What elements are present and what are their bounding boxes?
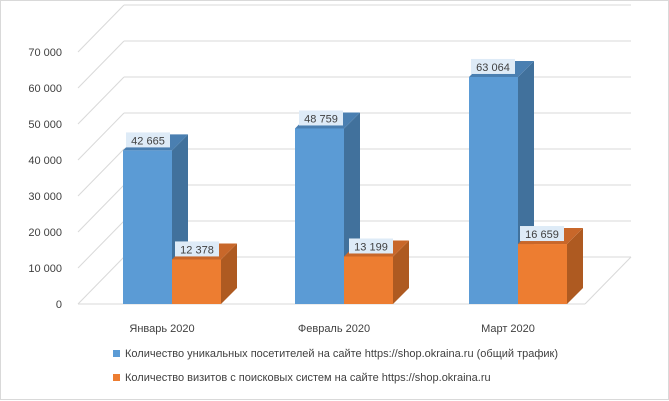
bar-1-2 [518, 244, 567, 304]
x-tick-label-0: Январь 2020 [129, 323, 194, 335]
y-tick-label: 10 000 [28, 263, 62, 275]
x-tick-label-1: Февраль 2020 [298, 323, 370, 335]
bar-side-1-1 [393, 240, 409, 304]
legend-item-search-visits: Количество визитов с поисковых систем на… [113, 371, 558, 384]
gridline-side [77, 148, 125, 197]
x-tick-label-2: Март 2020 [481, 323, 535, 335]
bar-side-1-2 [567, 228, 583, 304]
legend-label-unique-visitors: Количество уникальных посетителей на сай… [125, 347, 559, 360]
legend-swatch-unique-visitors [113, 350, 120, 357]
data-label-box-0-0 [126, 132, 170, 148]
y-tick-label: 70 000 [28, 47, 62, 59]
gridline-side [77, 76, 125, 125]
data-label-1-1: 13 199 [354, 241, 388, 253]
data-label-0-2: 63 064 [476, 62, 510, 74]
gridline-side [77, 112, 125, 161]
legend: Количество уникальных посетителей на сай… [113, 347, 558, 395]
y-tick-label: 60 000 [28, 83, 62, 95]
gridline-side [77, 4, 125, 53]
data-label-1-2: 16 659 [525, 229, 559, 241]
y-tick-label: 0 [56, 299, 62, 311]
bar-1-0 [172, 259, 221, 304]
y-tick-label: 50 000 [28, 119, 62, 131]
bar-0-1 [295, 128, 344, 304]
y-tick-label: 30 000 [28, 191, 62, 203]
data-label-0-1: 48 759 [304, 113, 338, 125]
bar-side-1-0 [221, 243, 237, 304]
data-label-box-0-2 [471, 58, 515, 74]
legend-item-unique-visitors: Количество уникальных посетителей на сай… [113, 347, 558, 360]
bar-0-0 [123, 150, 172, 304]
data-label-box-1-1 [349, 238, 393, 254]
data-label-box-1-2 [520, 226, 564, 242]
gridline-side [77, 40, 125, 89]
gridline-side [77, 256, 125, 305]
data-label-0-0: 42 665 [131, 135, 165, 147]
bar-1-1 [344, 256, 393, 304]
y-tick-label: 20 000 [28, 227, 62, 239]
legend-label-search-visits: Количество визитов с поисковых систем на… [125, 371, 491, 384]
y-tick-label: 40 000 [28, 155, 62, 167]
data-label-box-0-1 [299, 110, 343, 126]
gridline-side [77, 184, 125, 233]
bar-0-2 [469, 76, 518, 304]
data-label-box-1-0 [175, 241, 219, 257]
floor-edge-right [584, 256, 632, 305]
data-label-1-0: 12 378 [180, 244, 214, 256]
gridline-side [77, 220, 125, 269]
legend-swatch-search-visits [113, 374, 120, 381]
